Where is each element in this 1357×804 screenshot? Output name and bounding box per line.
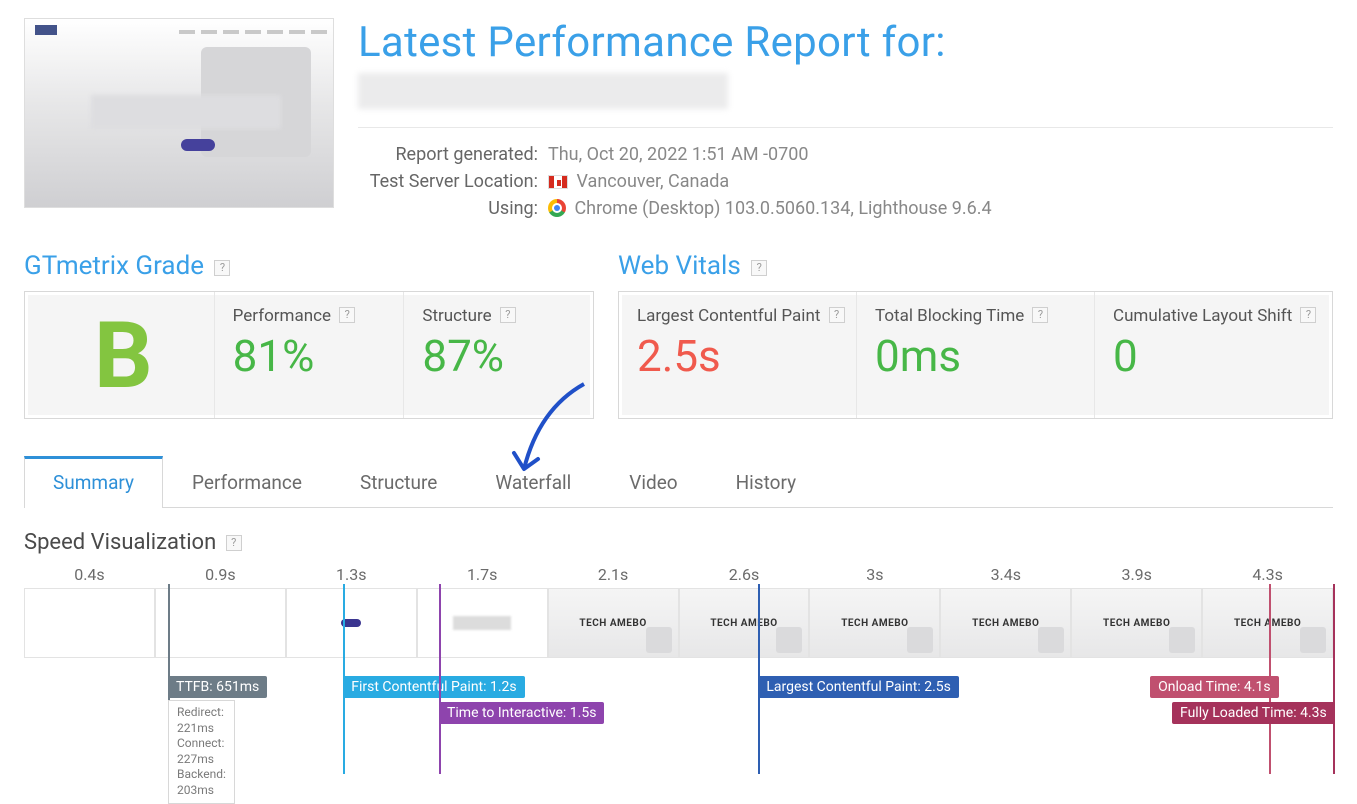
meta-location-label: Test Server Location: — [358, 171, 538, 192]
grade-panel-title: GTmetrix Grade — [24, 251, 204, 281]
speedviz-timestamp: 0.4s — [24, 565, 155, 584]
structure-value: 87% — [422, 330, 583, 382]
tbt-value: 0ms — [875, 330, 1084, 382]
speedviz-timestamp: 3.9s — [1071, 565, 1202, 584]
page-title: Latest Performance Report for: — [358, 18, 1333, 67]
tab-structure[interactable]: Structure — [331, 456, 466, 508]
report-tabs: Summary Performance Structure Waterfall … — [24, 455, 1333, 508]
speedviz-timestamp: 2.6s — [679, 565, 810, 584]
tbt-metric: Total Blocking Time ? 0ms — [856, 292, 1094, 418]
speedviz-frame — [24, 588, 155, 658]
help-icon[interactable]: ? — [829, 307, 845, 323]
speedviz-frame: TECH AMEBO — [940, 588, 1071, 658]
tab-summary[interactable]: Summary — [24, 456, 163, 508]
help-icon[interactable]: ? — [226, 535, 242, 551]
speedviz-markers: TTFB: 651msRedirect: 221msConnect: 227ms… — [24, 658, 1333, 768]
chrome-icon — [548, 199, 566, 217]
tab-video[interactable]: Video — [600, 456, 706, 508]
report-header: Latest Performance Report for: Report ge… — [24, 18, 1333, 225]
speedviz-timestamp: 0.9s — [155, 565, 286, 584]
speedviz-timestamp: 3.4s — [940, 565, 1071, 584]
tab-history[interactable]: History — [707, 456, 825, 508]
speedviz-frame: TECH AMEBO — [809, 588, 940, 658]
canada-flag-icon — [548, 175, 568, 189]
cls-value: 0 — [1113, 330, 1322, 382]
marker-ttfb-details: Redirect: 221msConnect: 227msBackend: 20… — [168, 700, 235, 804]
help-icon[interactable]: ? — [500, 307, 516, 323]
help-icon[interactable]: ? — [339, 307, 355, 323]
performance-value: 81% — [233, 330, 394, 382]
help-icon[interactable]: ? — [214, 260, 230, 276]
meta-location-value: Vancouver, Canada — [548, 171, 729, 192]
speedviz-timestamps: 0.4s0.9s1.3s1.7s2.1s2.6s3s3.4s3.9s4.3s — [24, 565, 1333, 584]
site-thumbnail — [24, 18, 334, 208]
performance-metric: Performance ? 81% — [214, 292, 404, 418]
speedviz-frame — [155, 588, 286, 658]
speedviz-frame — [417, 588, 548, 658]
meta-generated-label: Report generated: — [358, 144, 538, 165]
speedviz-frame: TECH AMEBO — [548, 588, 679, 658]
tab-waterfall[interactable]: Waterfall — [466, 456, 600, 508]
help-icon[interactable]: ? — [1300, 307, 1316, 323]
cls-metric: Cumulative Layout Shift ? 0 — [1094, 292, 1332, 418]
structure-metric: Structure ? 87% — [403, 292, 593, 418]
speedviz-timestamp: 1.3s — [286, 565, 417, 584]
help-icon[interactable]: ? — [1032, 307, 1048, 323]
speedviz-timestamp: 3s — [809, 565, 940, 584]
speedviz-timestamp: 4.3s — [1202, 565, 1333, 584]
meta-using-value: Chrome (Desktop) 103.0.5060.134, Lightho… — [548, 198, 992, 219]
speedviz-title: Speed Visualization — [24, 530, 216, 555]
speedviz-frame: TECH AMEBO — [679, 588, 810, 658]
speedviz-timestamp: 1.7s — [417, 565, 548, 584]
tested-url-redacted — [358, 73, 728, 109]
meta-using-label: Using: — [358, 198, 538, 219]
speedviz-filmstrip: TECH AMEBOTECH AMEBOTECH AMEBOTECH AMEBO… — [24, 588, 1333, 658]
lcp-metric: Largest Contentful Paint ? 2.5s — [619, 292, 856, 418]
gtmetrix-grade-panel: GTmetrix Grade ? B Performance ? 81% Str… — [24, 251, 594, 419]
vitals-panel-title: Web Vitals — [618, 251, 741, 281]
tab-performance[interactable]: Performance — [163, 456, 331, 508]
speedviz-timestamp: 2.1s — [548, 565, 679, 584]
grade-letter: B — [94, 311, 153, 403]
speedviz-frame — [286, 588, 417, 658]
web-vitals-panel: Web Vitals ? Largest Contentful Paint ? … — [618, 251, 1333, 419]
speedviz-frame: TECH AMEBO — [1071, 588, 1202, 658]
speedviz-frame: TECH AMEBO — [1202, 588, 1333, 658]
help-icon[interactable]: ? — [751, 260, 767, 276]
lcp-value: 2.5s — [637, 330, 846, 382]
meta-generated-value: Thu, Oct 20, 2022 1:51 AM -0700 — [548, 144, 808, 165]
